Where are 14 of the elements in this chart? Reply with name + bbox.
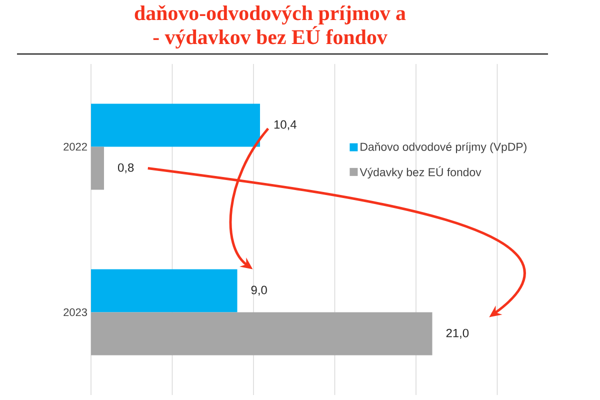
y-tick-label: 2023 — [64, 308, 87, 316]
data-label: 0,8 — [118, 163, 134, 174]
data-label: 9,0 — [251, 286, 267, 296]
y-tick-label: 2022 — [64, 142, 87, 151]
chart-subtitle: - výdavkov bez EÚ fondov — [153, 26, 388, 49]
bar — [91, 104, 260, 147]
chart-title: daňovo-odvodových príjmov a — [134, 5, 406, 25]
legend-label: Výdavky bez EÚ fondov — [360, 166, 482, 179]
bar — [91, 312, 432, 356]
data-label: 10,4 — [274, 120, 296, 130]
bar — [91, 146, 104, 190]
data-label: 21,0 — [446, 328, 469, 339]
legend-label: Daňovo odvodové príjmy (VpDP) — [360, 142, 526, 154]
bar — [91, 269, 238, 312]
